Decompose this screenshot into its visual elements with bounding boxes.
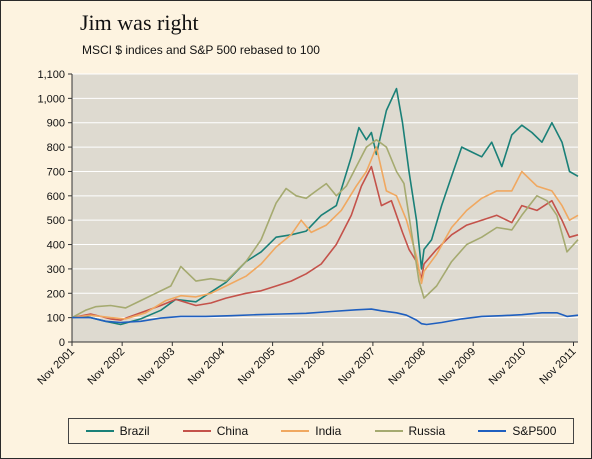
legend-label: Russia	[408, 424, 446, 438]
y-tick-label: 0	[59, 337, 65, 349]
legend-item-india: India	[281, 424, 341, 438]
legend-label: India	[315, 424, 342, 438]
y-tick-label: 900	[47, 118, 65, 130]
legend: Brazil China India Russia S&P500	[68, 418, 574, 444]
x-tick-label: Nov 2002	[85, 346, 127, 388]
x-tick-label: Nov 2010	[487, 346, 529, 388]
x-tick-label: Nov 2006	[286, 346, 328, 388]
legend-label: S&P500	[512, 424, 557, 438]
y-tick-label: 800	[47, 142, 65, 154]
x-tick-label: Nov 2007	[336, 346, 378, 388]
chart-title: Jim was right	[80, 10, 199, 35]
x-tick-label: Nov 2005	[236, 346, 278, 388]
x-tick-label: Nov 2009	[437, 346, 479, 388]
legend-item-s-p500: S&P500	[478, 424, 556, 438]
y-tick-label: 600	[47, 191, 65, 203]
x-tick-label: Nov 2001	[35, 346, 77, 388]
y-tick-label: 200	[47, 288, 65, 300]
legend-swatch	[85, 430, 114, 432]
series-line-china	[71, 165, 579, 321]
legend-item-brazil: Brazil	[85, 424, 150, 438]
y-tick-label: 300	[47, 264, 65, 276]
legend-swatch	[281, 430, 310, 432]
legend-item-china: China	[182, 424, 249, 438]
y-tick-label: 1,100	[37, 69, 65, 81]
series-line-s-p500	[72, 308, 579, 326]
y-tick-label: 500	[47, 215, 65, 227]
legend-swatch	[182, 430, 211, 432]
y-tick-label: 100	[47, 313, 65, 325]
x-tick-label: Nov 2008	[386, 346, 428, 388]
legend-item-russia: Russia	[374, 424, 446, 438]
y-tick-label: 400	[47, 240, 65, 252]
plot-area	[72, 74, 578, 342]
x-tick-label: Nov 2011	[537, 346, 578, 387]
legend-label: China	[216, 424, 249, 438]
x-tick-label: Nov 2003	[136, 346, 178, 388]
series-line-india	[71, 146, 579, 320]
x-tick-label: Nov 2004	[186, 346, 228, 388]
series-line-russia	[71, 139, 579, 319]
legend-swatch	[374, 430, 403, 432]
legend-swatch	[478, 430, 507, 432]
chart-subtitle: MSCI $ indices and S&P 500 rebased to 10…	[82, 43, 320, 57]
y-tick-label: 1,000	[37, 93, 65, 105]
y-tick-label: 700	[47, 166, 65, 178]
series-line-brazil	[71, 87, 579, 326]
legend-label: Brazil	[119, 424, 150, 438]
